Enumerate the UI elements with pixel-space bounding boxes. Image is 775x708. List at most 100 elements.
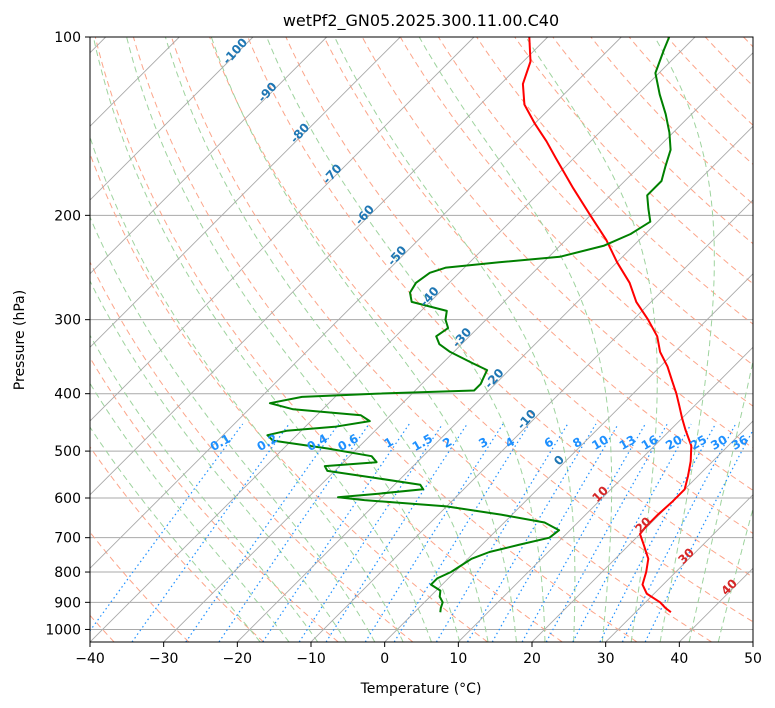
moist-adiabat-label: -70 (320, 161, 345, 186)
x-axis-ticks: −40 −30 −20 −10 0 10 20 30 40 50 (75, 642, 762, 667)
mixing-ratio-line (435, 423, 569, 642)
moist-adiabat-line (90, 135, 404, 642)
dry-adiabat-line (90, 446, 264, 642)
isotherm-line (90, 37, 475, 422)
dry-adiabat-line (94, 37, 563, 642)
isotherm-line (90, 37, 328, 275)
isotherm-line (90, 37, 622, 569)
dry-adiabat-line (323, 37, 753, 491)
moist-adiabat-line (210, 37, 517, 642)
moist-adiabat-line (525, 37, 658, 642)
moist-adiabat-line (654, 37, 715, 642)
dry-adiabat-label: 30 (675, 545, 697, 567)
y-tick-label: 700 (54, 531, 81, 547)
isotherm-line (752, 641, 753, 642)
isotherm-line (90, 37, 549, 496)
moist-adiabat-label: -40 (417, 284, 442, 309)
isotherm-line (678, 567, 753, 642)
dry-adiabat-label: 10 (589, 483, 611, 505)
moist-adiabat-line (688, 358, 753, 642)
chart-title: wetPf2_GN05.2025.300.11.00.C40 (283, 11, 559, 31)
plot-frame (89, 36, 754, 643)
y-tick-label: 900 (54, 595, 81, 611)
y-axis-label: Pressure (hPa) (12, 290, 28, 390)
moist-adiabat-line (90, 215, 376, 642)
mixing-ratio-line (364, 423, 504, 642)
isotherm-line (90, 37, 401, 348)
dry-adiabat-line (90, 152, 488, 642)
mixing-ratio-line (572, 423, 692, 642)
dry-adiabat-line (90, 531, 190, 642)
isotherm-line (531, 420, 753, 642)
moist-adiabat-line (717, 506, 753, 642)
mixing-ratio-line (491, 423, 619, 642)
dry-adiabat-line (247, 37, 753, 578)
dry-adiabat-line (476, 37, 753, 325)
x-tick-label: −10 (296, 651, 326, 667)
y-tick-label: 400 (54, 387, 81, 403)
x-tick-label: −30 (149, 651, 179, 667)
moist-adiabat-line (92, 37, 432, 642)
isotherm-line (384, 273, 753, 642)
mixing-ratio-line (599, 423, 717, 642)
moist-adiabat-label: 0 (551, 453, 567, 469)
isotherm-line (90, 37, 254, 201)
dry-adiabat-line (90, 356, 339, 642)
mixing-ratio-label: 3 (476, 434, 490, 450)
mixing-ratio-line (90, 423, 244, 632)
isotherm-line (605, 494, 753, 642)
mixing-ratio-label: 6 (542, 434, 556, 450)
dry-adiabat-line (743, 37, 753, 48)
plot-area: 0.1 0.2 0.4 0.6 1 1.5 2 3 4 6 8 10 13 16 20 25 30 36-100-… (90, 35, 753, 642)
isotherms (90, 37, 753, 642)
dry-adiabat-line (209, 37, 753, 623)
x-tick-label: 50 (744, 651, 762, 667)
dry-adiabat-line (514, 37, 753, 285)
y-tick-label: 200 (54, 208, 81, 224)
y-tick-label: 500 (54, 444, 81, 460)
isotherm-line (457, 346, 753, 642)
moist-adiabat-line (334, 37, 576, 642)
dry-adiabat-line (171, 37, 712, 642)
mixing-ratio-line (545, 423, 668, 642)
isotherm-line (310, 199, 753, 642)
mixing-ratio-line (466, 423, 597, 642)
moist-adiabat-line (90, 334, 319, 642)
sounding-traces (266, 37, 693, 613)
x-tick-label: −20 (223, 651, 253, 667)
mixing-ratio-line (644, 428, 753, 642)
x-axis-label: Temperature (°C) (360, 681, 482, 697)
dry-adiabat-line (90, 260, 414, 642)
moist-adiabat-line (164, 37, 489, 642)
mixing-ratio-label: 36 (729, 432, 750, 452)
reference-line-labels: 0.1 0.2 0.4 0.6 1 1.5 2 3 4 6 8 10 13 16 20 25 30 36-100-… (208, 35, 751, 598)
dewpoint-trace (266, 37, 672, 613)
mixing-ratio-line (298, 423, 444, 642)
dry-adiabat-label: 20 (632, 514, 654, 536)
dry-adiabat-label: 40 (718, 576, 740, 598)
mixing-ratio-line (325, 423, 468, 642)
isotherm-line (163, 52, 753, 642)
mixing-ratio-lines (90, 423, 753, 642)
y-axis-ticks: 100 200 300 400 500 600 700 800 900 1000 (45, 30, 90, 638)
x-tick-label: 40 (670, 651, 688, 667)
x-tick-label: 30 (597, 651, 615, 667)
mixing-ratio-label: 10 (589, 432, 610, 452)
dry-adiabat-line (704, 37, 753, 87)
moist-adiabat-label: -60 (352, 202, 377, 227)
pressure-grid (90, 37, 753, 630)
moist-adiabat-label: -10 (514, 407, 539, 432)
y-tick-label: 800 (54, 565, 81, 581)
moist-adiabat-line (126, 37, 461, 642)
moist-adiabat-label: -90 (255, 79, 280, 104)
mixing-ratio-label: 16 (639, 432, 660, 452)
moist-adiabat-line (266, 37, 546, 642)
mixing-ratio-line (131, 423, 290, 642)
y-tick-label: 1000 (45, 622, 81, 638)
x-tick-label: 20 (523, 651, 541, 667)
moist-adiabat-label: -100 (220, 35, 250, 67)
temperature-trace (521, 37, 693, 613)
moist-adiabat-line (90, 382, 290, 642)
mixing-ratio-line (185, 423, 340, 642)
y-tick-label: 300 (54, 313, 81, 329)
